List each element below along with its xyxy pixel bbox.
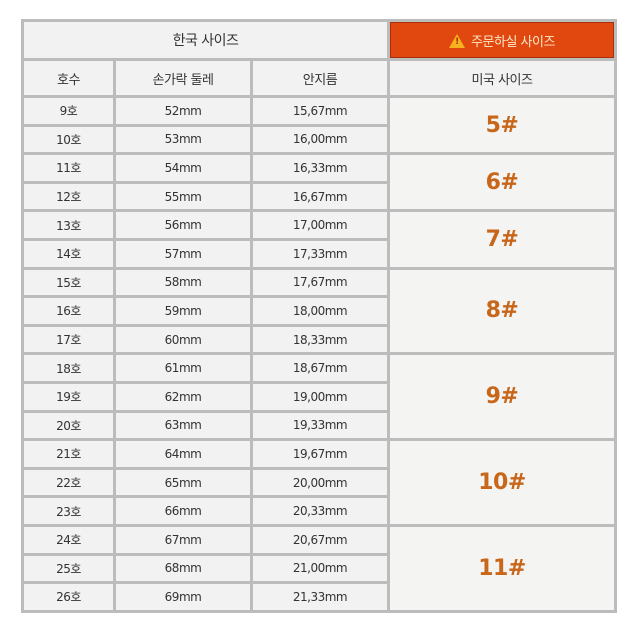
circumference-cell: 58mm	[116, 269, 250, 296]
diameter-cell: 17,00mm	[253, 212, 387, 238]
circumference-cell: 54mm	[116, 155, 250, 181]
ring-number-cell: 9호	[24, 98, 113, 124]
diameter-cell: 20,00mm	[253, 469, 387, 496]
us-size-cell: 10#	[390, 441, 614, 524]
ring-number-cell: 14호	[24, 240, 113, 267]
ring-number-cell: 17호	[24, 326, 113, 353]
table-row: 22호 65mm 20,00mm	[24, 469, 614, 496]
circumference-cell: 53mm	[116, 126, 250, 153]
diameter-cell: 20,67mm	[253, 526, 387, 553]
circumference-cell: 63mm	[116, 412, 250, 439]
ring-number-cell: 23호	[24, 498, 113, 524]
circumference-cell: 66mm	[116, 498, 250, 524]
ring-number-cell: 25호	[24, 555, 113, 582]
diameter-cell: 16,00mm	[253, 126, 387, 153]
diameter-cell: 19,67mm	[253, 441, 387, 467]
table-row: 16호 59mm 18,00mm	[24, 298, 614, 324]
order-size-label: 주문하실 사이즈	[471, 34, 555, 50]
column-header-circumference: 손가락 둘레	[116, 61, 250, 95]
diameter-cell: 21,33mm	[253, 584, 387, 610]
table-row: 12호 55mm 16,67mm	[24, 183, 614, 210]
diameter-cell: 17,33mm	[253, 240, 387, 267]
circumference-cell: 59mm	[116, 298, 250, 324]
circumference-cell: 67mm	[116, 526, 250, 553]
table-row: 15호 58mm 17,67mm 8#	[24, 269, 614, 353]
circumference-cell: 64mm	[116, 441, 250, 467]
circumference-cell: 69mm	[116, 584, 250, 610]
ring-number-cell: 24호	[24, 526, 113, 553]
diameter-cell: 16,67mm	[253, 183, 387, 210]
table-row: 20호 63mm 19,33mm	[24, 412, 614, 439]
us-size-cell: 7#	[390, 212, 614, 267]
table-row: 24호 67mm 20,67mm 11#	[24, 526, 614, 610]
ring-number-cell: 20호	[24, 412, 113, 439]
circumference-cell: 56mm	[116, 212, 250, 238]
diameter-cell: 19,00mm	[253, 383, 387, 410]
us-size-cell: 5#	[390, 98, 614, 153]
order-size-header: ! 주문하실 사이즈	[390, 22, 614, 58]
table-row: 17호 60mm 18,33mm	[24, 326, 614, 353]
diameter-cell: 18,33mm	[253, 326, 387, 353]
table-row: 26호 69mm 21,33mm	[24, 584, 614, 610]
table-row: 14호 57mm 17,33mm	[24, 240, 614, 267]
diameter-cell: 21,00mm	[253, 555, 387, 582]
ring-number-cell: 19호	[24, 383, 113, 410]
circumference-cell: 68mm	[116, 555, 250, 582]
table-row: 13호 56mm 17,00mm 7#	[24, 212, 614, 267]
diameter-cell: 19,33mm	[253, 412, 387, 439]
diameter-cell: 15,67mm	[253, 98, 387, 124]
us-size-cell: 6#	[390, 155, 614, 210]
ring-number-cell: 13호	[24, 212, 113, 238]
ring-number-cell: 22호	[24, 469, 113, 496]
column-header-diameter: 안지름	[253, 61, 387, 95]
table-row: 23호 66mm 20,33mm	[24, 498, 614, 524]
circumference-cell: 61mm	[116, 355, 250, 381]
ring-size-table: 한국 사이즈 ! 주문하실 사이즈 호수 손가락 둘레 안지름 미국 사이즈 9호…	[21, 19, 617, 613]
diameter-cell: 20,33mm	[253, 498, 387, 524]
diameter-cell: 17,67mm	[253, 269, 387, 296]
warning-icon: !	[449, 33, 466, 48]
ring-number-cell: 21호	[24, 441, 113, 467]
table-row: 21호 64mm 19,67mm 10#	[24, 441, 614, 524]
circumference-cell: 52mm	[116, 98, 250, 124]
circumference-cell: 55mm	[116, 183, 250, 210]
ring-number-cell: 26호	[24, 584, 113, 610]
us-size-cell: 8#	[390, 269, 614, 353]
diameter-cell: 18,00mm	[253, 298, 387, 324]
table-row: 25호 68mm 21,00mm	[24, 555, 614, 582]
diameter-cell: 16,33mm	[253, 155, 387, 181]
table-row: 9호 52mm 15,67mm 5#	[24, 98, 614, 153]
diameter-cell: 18,67mm	[253, 355, 387, 381]
ring-number-cell: 10호	[24, 126, 113, 153]
table-row: 19호 62mm 19,00mm	[24, 383, 614, 410]
circumference-cell: 65mm	[116, 469, 250, 496]
ring-number-cell: 12호	[24, 183, 113, 210]
ring-number-cell: 18호	[24, 355, 113, 381]
circumference-cell: 62mm	[116, 383, 250, 410]
us-size-cell: 11#	[390, 526, 614, 610]
circumference-cell: 57mm	[116, 240, 250, 267]
us-size-cell: 9#	[390, 355, 614, 439]
ring-number-cell: 11호	[24, 155, 113, 181]
table-row: 18호 61mm 18,67mm 9#	[24, 355, 614, 439]
column-header-us-size: 미국 사이즈	[390, 61, 614, 95]
column-header-number: 호수	[24, 61, 113, 95]
table-row: 11호 54mm 16,33mm 6#	[24, 155, 614, 210]
table-row: 10호 53mm 16,00mm	[24, 126, 614, 153]
ring-number-cell: 16호	[24, 298, 113, 324]
korean-size-header: 한국 사이즈	[24, 22, 387, 58]
circumference-cell: 60mm	[116, 326, 250, 353]
ring-number-cell: 15호	[24, 269, 113, 296]
